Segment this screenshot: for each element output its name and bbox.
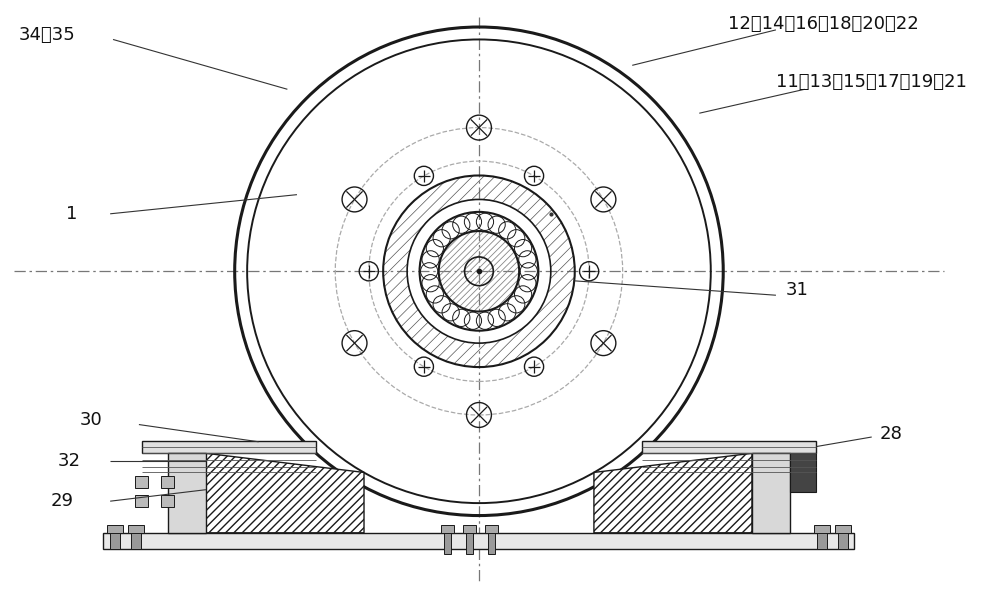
Bar <box>110 532 120 549</box>
Bar <box>135 476 148 488</box>
Bar <box>161 476 174 488</box>
Text: 29: 29 <box>51 492 74 510</box>
Text: 11、13、15、17、19、21: 11、13、15、17、19、21 <box>776 73 967 91</box>
Text: 28: 28 <box>879 425 902 443</box>
Bar <box>485 525 498 533</box>
Bar <box>131 532 141 549</box>
Text: 34、35: 34、35 <box>19 26 76 44</box>
Bar <box>168 453 206 533</box>
Bar <box>103 533 854 549</box>
Polygon shape <box>206 453 364 533</box>
Bar <box>135 495 148 507</box>
Bar <box>752 453 790 533</box>
Bar <box>107 525 123 533</box>
Polygon shape <box>594 453 752 533</box>
Text: 31: 31 <box>785 281 808 299</box>
Bar <box>444 533 451 554</box>
Bar <box>838 532 848 549</box>
Bar <box>488 533 495 554</box>
Bar <box>790 453 816 492</box>
Text: 32: 32 <box>57 452 80 470</box>
Text: 30: 30 <box>80 410 102 429</box>
Bar <box>814 525 830 533</box>
Bar <box>441 525 454 533</box>
Bar <box>128 525 144 533</box>
Bar <box>161 495 174 507</box>
Text: 1: 1 <box>66 205 78 223</box>
Text: 12、14、16、18、20、22: 12、14、16、18、20、22 <box>728 15 919 33</box>
Bar <box>466 533 473 554</box>
Bar <box>817 532 827 549</box>
Bar <box>463 525 476 533</box>
Bar <box>642 441 816 453</box>
Bar <box>142 441 316 453</box>
Bar <box>835 525 851 533</box>
